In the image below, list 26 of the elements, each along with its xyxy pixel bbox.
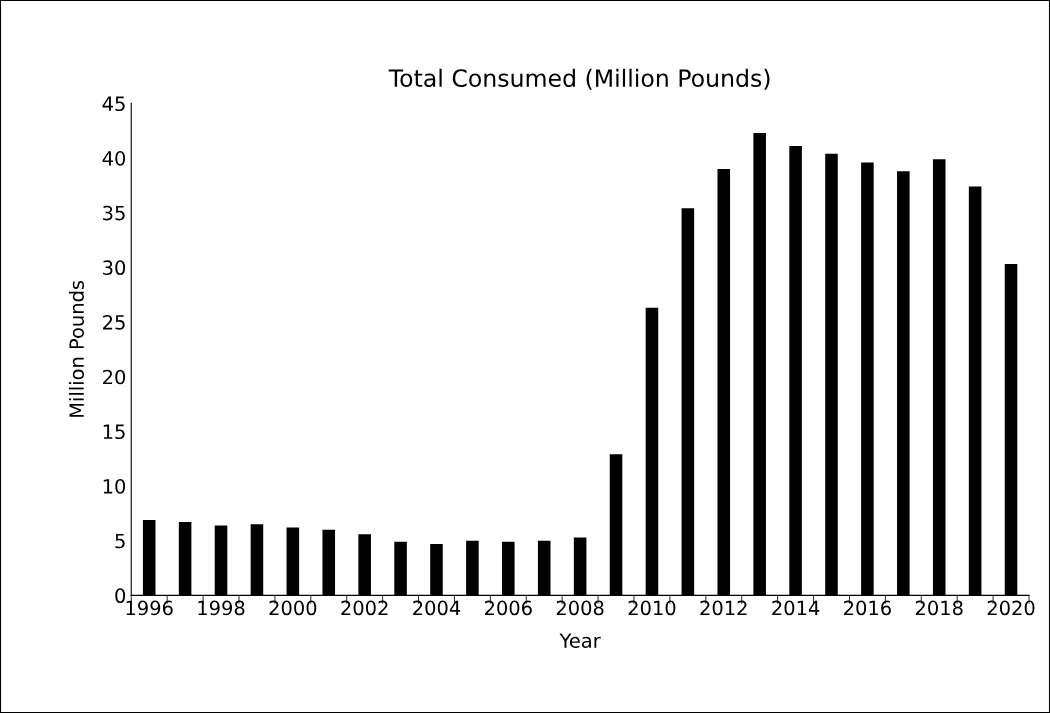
x-tick-label: 2020 <box>987 600 1035 616</box>
x-tick-label: 2004 <box>413 600 461 616</box>
x-tick-label: 2006 <box>484 600 532 616</box>
x-tick-label: 2012 <box>700 600 747 616</box>
y-tick-label: 10 <box>103 478 126 494</box>
y-tick-label: 30 <box>103 260 126 276</box>
y-tick-label: 25 <box>103 314 125 330</box>
x-tick-label: 2008 <box>556 600 604 616</box>
y-tick-label: 5 <box>115 533 125 549</box>
y-tick-label: 0 <box>115 588 126 604</box>
y-tick-label: 20 <box>103 369 126 385</box>
x-tick-label: 2010 <box>628 600 676 616</box>
x-tick-label: 2016 <box>844 600 891 616</box>
x-tick-label: 1998 <box>198 600 245 616</box>
x-tick-label: 2018 <box>915 600 963 616</box>
x-tick-label: 2014 <box>772 600 820 616</box>
y-tick-label: 15 <box>103 424 125 440</box>
x-axis-title: Year <box>559 633 601 648</box>
chart-title: Total Consumed (Million Pounds) <box>388 68 770 90</box>
x-tick-label: 2000 <box>269 600 317 616</box>
y-tick-label: 35 <box>103 205 125 221</box>
y-tick-label: 40 <box>102 151 126 166</box>
x-tick-label: 2002 <box>341 600 388 616</box>
y-axis-title: Million Pounds <box>68 280 84 417</box>
x-tick-label: 1996 <box>126 600 173 616</box>
y-tick-label: 45 <box>102 96 125 112</box>
